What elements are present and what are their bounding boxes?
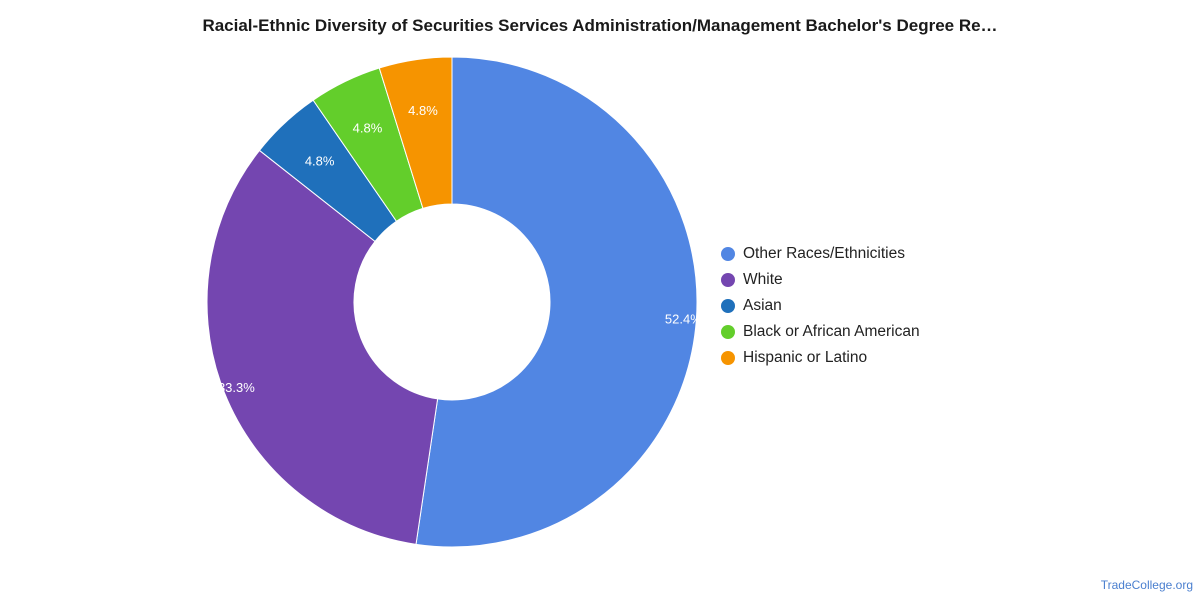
chart-legend: Other Races/Ethnicities White Asian Black o… <box>721 241 920 371</box>
legend-label: White <box>743 271 783 288</box>
slice-other-races-ethnicities[interactable] <box>415 56 698 548</box>
legend-swatch <box>721 351 735 365</box>
data-label-asian: 4.8% <box>305 153 335 168</box>
source-link[interactable]: TradeCollege.org <box>1100 578 1193 592</box>
data-label-black-or-african-american: 4.8% <box>353 120 383 135</box>
data-label-hispanic-or-latino: 4.8% <box>408 103 438 118</box>
legend-label: Black or African American <box>743 323 920 340</box>
slice-white[interactable] <box>206 149 439 545</box>
legend-swatch <box>721 273 735 287</box>
legend-label: Asian <box>743 297 782 314</box>
data-label-white: 33.3% <box>218 380 255 395</box>
legend-item-hispanic-or-latino[interactable]: Hispanic or Latino <box>721 345 920 371</box>
legend-item-black-or-african-american[interactable]: Black or African American <box>721 319 920 345</box>
legend-swatch <box>721 325 735 339</box>
legend-label: Hispanic or Latino <box>743 349 868 366</box>
legend-swatch <box>721 247 735 261</box>
legend-swatch <box>721 299 735 313</box>
data-label-other-races-ethnicities: 52.4% <box>665 312 702 327</box>
chart-title: Racial-Ethnic Diversity of Securities Se… <box>202 16 998 35</box>
legend-label: Other Races/Ethnicities <box>743 245 905 262</box>
legend-item-asian[interactable]: Asian <box>721 293 920 319</box>
slice-hispanic-or-latino[interactable] <box>378 56 453 210</box>
legend-item-white[interactable]: White <box>721 267 920 293</box>
legend-item-other-races-ethnicities[interactable]: Other Races/Ethnicities <box>721 241 920 267</box>
